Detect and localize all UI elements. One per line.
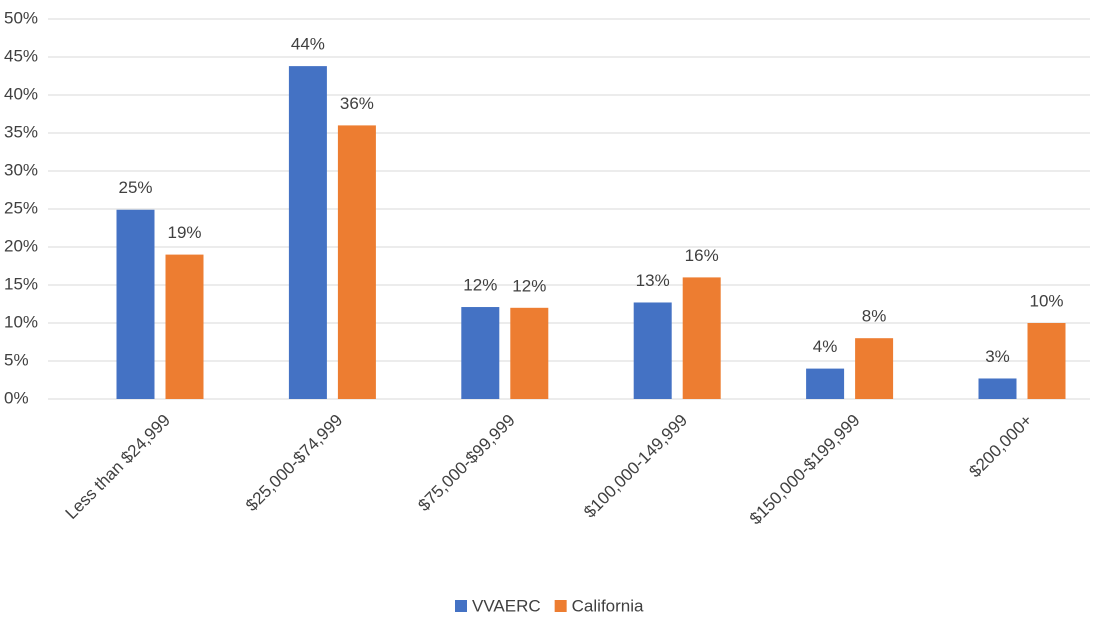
y-tick-label: 30% — [4, 160, 38, 179]
y-tick-label: 40% — [4, 84, 38, 103]
y-tick-label: 35% — [4, 122, 38, 141]
y-tick-label: 10% — [4, 312, 38, 331]
x-tick-label: $75,000-$99,999 — [414, 411, 518, 515]
legend-swatch — [455, 600, 467, 612]
data-label: 36% — [340, 94, 374, 113]
data-label: 25% — [118, 178, 152, 197]
bar — [510, 307, 549, 399]
y-tick-label: 25% — [4, 198, 38, 217]
x-tick-label: $25,000-$74,999 — [242, 411, 346, 515]
x-tick-label: $200,000+ — [965, 411, 1036, 482]
data-label: 12% — [512, 276, 546, 295]
bar — [461, 307, 500, 399]
x-tick-label: $150,000-$199,999 — [746, 411, 864, 529]
data-label: 12% — [463, 276, 497, 295]
y-tick-label: 45% — [4, 46, 38, 65]
y-tick-label: 50% — [4, 8, 38, 27]
legend-swatch — [554, 600, 567, 612]
bar — [855, 338, 894, 399]
bar — [165, 254, 204, 399]
data-label: 3% — [985, 347, 1010, 366]
bar — [806, 368, 845, 399]
bar — [1027, 323, 1066, 399]
y-tick-label: 20% — [4, 236, 38, 255]
data-label: 4% — [813, 337, 838, 356]
data-label: 19% — [167, 223, 201, 242]
legend-label: California — [572, 596, 644, 615]
bar — [978, 378, 1017, 399]
data-label: 10% — [1029, 291, 1063, 310]
x-tick-label: Less than $24,999 — [62, 411, 174, 523]
legend-label: VVAERC — [472, 596, 541, 615]
y-tick-label: 5% — [4, 350, 29, 369]
x-tick-label: $100,000-149,999 — [580, 411, 691, 522]
y-tick-label: 15% — [4, 274, 38, 293]
data-label: 8% — [862, 307, 887, 326]
bar — [288, 66, 327, 400]
bar — [682, 277, 721, 399]
data-label: 44% — [291, 35, 325, 54]
bar — [633, 302, 672, 399]
data-label: 16% — [685, 246, 719, 265]
data-label: 13% — [636, 271, 670, 290]
bar — [116, 209, 155, 399]
bar — [337, 125, 376, 400]
y-tick-label: 0% — [4, 388, 29, 407]
